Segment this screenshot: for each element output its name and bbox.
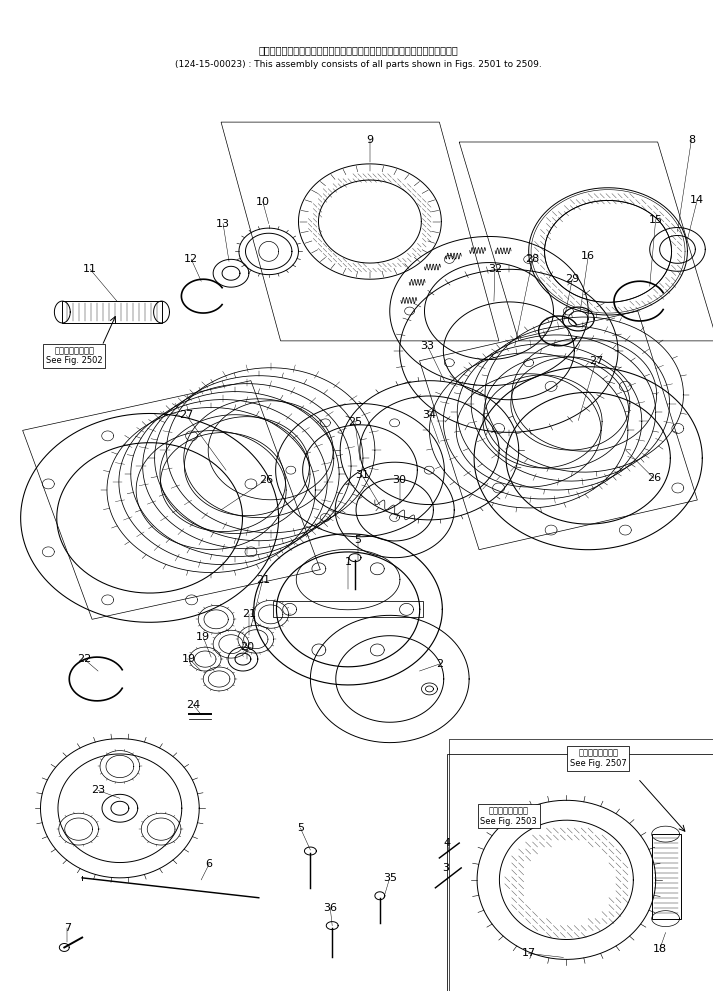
- Text: 35: 35: [383, 873, 397, 883]
- Text: 19: 19: [196, 632, 211, 642]
- Text: 27: 27: [589, 356, 604, 366]
- Text: 34: 34: [422, 411, 437, 420]
- Text: 8: 8: [688, 135, 695, 145]
- Text: 16: 16: [581, 251, 595, 261]
- Bar: [652, 834, 682, 918]
- Text: 第２５０７図参照
See Fig. 2507: 第２５０７図参照 See Fig. 2507: [570, 748, 626, 768]
- Text: 31: 31: [355, 470, 369, 480]
- Text: 30: 30: [392, 475, 407, 485]
- Text: 19: 19: [183, 654, 196, 664]
- Text: 第２５０３図参照
See Fig. 2503: 第２５０３図参照 See Fig. 2503: [480, 806, 537, 826]
- Text: 28: 28: [526, 254, 540, 264]
- Text: 27: 27: [179, 411, 193, 420]
- Text: 21: 21: [242, 609, 256, 619]
- Text: 23: 23: [91, 785, 105, 795]
- Text: 12: 12: [184, 254, 198, 264]
- Text: 33: 33: [420, 341, 435, 351]
- Bar: [273, 601, 423, 617]
- Text: 7: 7: [64, 922, 71, 932]
- Text: 29: 29: [565, 274, 579, 284]
- Text: 22: 22: [77, 654, 91, 664]
- Text: 14: 14: [690, 195, 705, 205]
- Text: 9: 9: [367, 135, 374, 145]
- Text: 13: 13: [216, 219, 230, 229]
- Text: 第２５０２図参照
See Fig. 2502: 第２５０２図参照 See Fig. 2502: [46, 346, 102, 366]
- Text: このアセンブリの構成部品は第２５０１図から第２５０９図まで含みます．: このアセンブリの構成部品は第２５０１図から第２５０９図まで含みます．: [258, 46, 458, 56]
- Text: 5: 5: [354, 535, 362, 545]
- Text: 25: 25: [348, 417, 362, 427]
- Bar: [62, 301, 162, 323]
- Text: 3: 3: [442, 863, 449, 873]
- Text: 17: 17: [521, 948, 536, 958]
- Text: 20: 20: [240, 642, 254, 652]
- Text: 26: 26: [258, 475, 273, 485]
- Text: 18: 18: [652, 944, 667, 954]
- Text: 11: 11: [83, 264, 97, 274]
- Text: 21: 21: [256, 575, 270, 584]
- Text: 32: 32: [488, 264, 502, 274]
- Text: 2: 2: [436, 659, 443, 669]
- Text: (124-15-00023) : This assembly consists of all parts shown in Figs. 2501 to 2509: (124-15-00023) : This assembly consists …: [175, 60, 541, 69]
- Text: 26: 26: [647, 473, 661, 483]
- Text: 6: 6: [205, 859, 213, 869]
- Text: 10: 10: [256, 197, 270, 207]
- Text: 1: 1: [344, 557, 352, 567]
- Text: 5: 5: [297, 823, 304, 833]
- Text: 15: 15: [649, 215, 663, 225]
- Text: 24: 24: [186, 700, 200, 710]
- Text: 36: 36: [323, 903, 337, 912]
- Text: 4: 4: [444, 838, 451, 848]
